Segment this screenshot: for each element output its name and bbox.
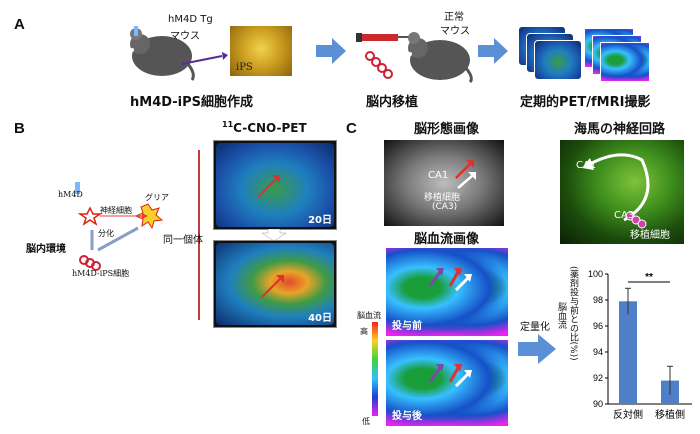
mri-ca1-label: CA1 (428, 170, 449, 181)
hippocampus-circuit-arrow (582, 153, 650, 229)
cell-diagram (75, 182, 164, 271)
chart-significance-label: ** (645, 272, 653, 283)
mri-image: CA1 移植細胞 (CA3) (384, 140, 504, 226)
panel-a-letter: A (14, 16, 25, 33)
brain-environment-label: 脳内環境 (26, 244, 66, 255)
chart-y-tick-label: 96 (593, 321, 603, 331)
panel-b-letter: B (14, 120, 25, 137)
chart-y-tick-label: 100 (588, 269, 603, 279)
ips-culture-image (230, 26, 292, 76)
hm4d-ips-cells-label: hM4D-iPS細胞 (72, 269, 130, 278)
red-arrow-icon (257, 175, 280, 198)
fmri-stack-image (600, 42, 650, 82)
chart-y-tick-label: 94 (593, 347, 603, 357)
pet-title-super: 11 (222, 120, 234, 129)
morph-title: 脳形態画像 (414, 122, 480, 137)
chart-y-tick-label: 92 (593, 373, 603, 383)
normal-mouse-label-2: マウス (440, 26, 470, 37)
hipp-ca1-label: CA1 (576, 160, 597, 171)
chart-category-label: 反対側 (613, 408, 643, 421)
ips-label: iPS (236, 62, 253, 73)
hipp-transplant-label: 移植細胞 (630, 230, 670, 241)
chart-ylabel-1: 脳血流 (556, 302, 566, 329)
mri-ca3-label: (CA3) (432, 202, 458, 212)
blue-arrow-icon (478, 38, 508, 64)
before-label: 投与前 (392, 321, 422, 332)
normal-mouse-label-1: 正常 (444, 12, 464, 23)
cbf-colorbar (372, 322, 378, 416)
mri-arrows-icon (455, 160, 476, 189)
tg-mouse-label-1: hM4D Tg (168, 14, 213, 25)
cbf-colorbar-label: 脳血流 (357, 311, 381, 320)
cbf-bar-chart: 脳血流 (薬剤投与前との比(%)) 100 98 96 94 92 90 反対側 移植側 ** (556, 262, 696, 434)
after-label: 投与後 (392, 411, 422, 422)
chart-bar (619, 301, 637, 404)
colorbar-high-label: 高 (360, 327, 368, 336)
step-1-caption: hM4D-iPS細胞作成 (130, 95, 254, 110)
cbf-arrows-icon (428, 268, 472, 292)
red-bracket (198, 150, 200, 320)
quantification-label: 定量化 (520, 322, 550, 333)
tg-mouse-icon (130, 26, 195, 81)
pet-stack-image (534, 40, 582, 80)
hippocampus-title: 海馬の神経回路 (574, 122, 666, 137)
step-2-caption: 脳内移植 (366, 95, 419, 110)
colorbar-low-label: 低 (362, 417, 370, 426)
panel-c-letter: C (346, 120, 357, 137)
cbf-map-after: 投与後 (386, 340, 508, 426)
cbf-title: 脳血流画像 (414, 232, 480, 247)
chart-svg: 100 98 96 94 92 90 反対側 移植側 ** (588, 269, 692, 421)
normal-mouse-icon (408, 32, 473, 84)
hipp-ca3-label: CA3 (614, 210, 635, 221)
pet-title: 11C-CNO-PET (222, 120, 307, 135)
red-arrow-icon (261, 275, 284, 298)
tg-mouse-label-2: マウス (170, 31, 200, 42)
pet-image-day40: 40日 (213, 240, 337, 328)
cbf-map-before: 投与前 (386, 248, 508, 336)
chart-y-tick-label: 90 (593, 399, 603, 409)
neuron-label: 神経細胞 (100, 206, 132, 215)
hm4d-label: hM4D (58, 190, 83, 199)
mri-transplant-label: 移植細胞 (424, 193, 461, 203)
chart-category-label: 移植側 (655, 408, 685, 421)
down-arrow-icon (262, 229, 286, 241)
blue-arrow-icon (316, 38, 346, 64)
purple-arrow-icon (181, 52, 228, 65)
cbf-arrows-icon (428, 364, 472, 388)
glia-label: グリア (145, 193, 169, 202)
chart-ylabel-2: (薬剤投与前との比(%)) (568, 266, 578, 361)
differentiation-label: 分化 (98, 229, 114, 238)
quantification-arrow-icon (518, 334, 556, 364)
day20-label: 20日 (308, 215, 332, 226)
same-individual-label: 同一個体 (163, 235, 203, 246)
pet-title-text: C-CNO-PET (233, 121, 307, 135)
day40-label: 40日 (308, 313, 332, 324)
hippocampus-image: CA1 CA3 移植細胞 (560, 140, 684, 244)
pet-image-day20: 20日 (213, 140, 337, 230)
step-3-caption: 定期的PET/fMRI撮影 (520, 95, 651, 110)
chart-y-tick-label: 98 (593, 295, 603, 305)
